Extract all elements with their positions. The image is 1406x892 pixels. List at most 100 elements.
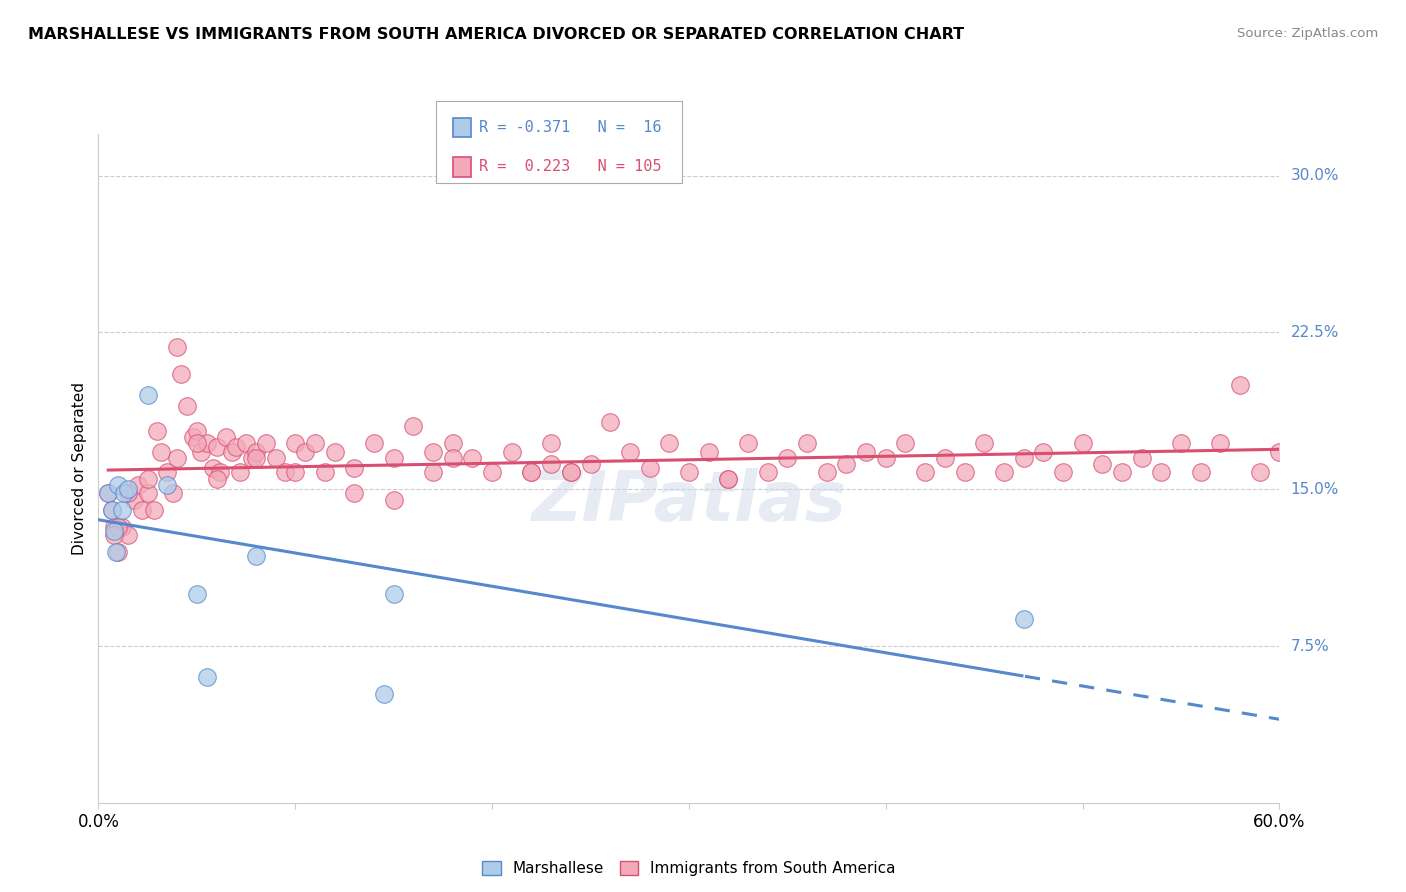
Point (481, 466, 503, 480)
Point (756, 466, 779, 480)
Point (142, 503, 165, 517)
Point (540, 457, 562, 471)
Y-axis label: Divorced or Separated: Divorced or Separated (72, 382, 87, 555)
Point (166, 340, 188, 354)
Point (638, 461, 661, 475)
Point (117, 486, 139, 500)
Point (245, 549, 267, 563)
Point (599, 415, 621, 429)
Point (274, 466, 297, 480)
Point (107, 478, 129, 492)
Point (520, 466, 543, 480)
Point (343, 461, 366, 475)
Point (105, 545, 128, 559)
Point (815, 466, 838, 480)
Point (914, 466, 936, 480)
Point (136, 472, 159, 486)
Text: 30.0%: 30.0% (1291, 168, 1339, 183)
Point (1150, 466, 1173, 480)
Point (422, 444, 444, 458)
Point (101, 503, 124, 517)
Point (127, 478, 149, 492)
Point (1209, 436, 1232, 450)
Point (284, 466, 307, 480)
Point (186, 436, 208, 450)
Point (186, 424, 208, 438)
Point (97, 486, 120, 500)
Point (229, 466, 252, 480)
Point (717, 472, 740, 486)
Point (373, 687, 395, 701)
Point (1052, 466, 1074, 480)
Point (122, 492, 145, 507)
Point (146, 424, 169, 438)
Point (343, 486, 366, 500)
Legend: Marshallese, Immigrants from South America: Marshallese, Immigrants from South Ameri… (477, 855, 901, 882)
Point (225, 441, 247, 455)
Point (136, 388, 159, 402)
Point (953, 466, 976, 480)
Point (993, 466, 1015, 480)
Point (201, 461, 224, 475)
Point (294, 444, 316, 458)
Point (441, 436, 464, 450)
Point (973, 436, 995, 450)
Point (170, 368, 193, 382)
Point (314, 466, 336, 480)
Point (97, 486, 120, 500)
Point (162, 486, 184, 500)
Point (1012, 612, 1035, 626)
Point (1130, 450, 1153, 465)
Point (205, 441, 228, 455)
Text: Source: ZipAtlas.com: Source: ZipAtlas.com (1237, 27, 1378, 40)
Point (461, 450, 484, 465)
Point (1249, 466, 1271, 480)
Point (221, 444, 243, 458)
Point (195, 436, 218, 450)
Point (215, 430, 238, 444)
Point (107, 520, 129, 534)
Point (697, 444, 720, 458)
Point (382, 450, 405, 465)
Point (103, 524, 125, 538)
Point (264, 450, 287, 465)
Point (934, 450, 956, 465)
Point (166, 450, 188, 465)
Point (1071, 436, 1094, 450)
Point (195, 670, 218, 684)
Point (176, 399, 198, 413)
Point (323, 444, 346, 458)
Point (560, 466, 582, 480)
Text: ZIPatlas: ZIPatlas (531, 468, 846, 535)
Point (111, 503, 134, 517)
Point (855, 444, 877, 458)
Point (235, 436, 257, 450)
Point (501, 444, 523, 458)
Point (284, 436, 307, 450)
Point (103, 528, 125, 542)
Point (240, 450, 263, 465)
Point (205, 472, 228, 486)
Point (894, 436, 917, 450)
Point (150, 444, 173, 458)
Point (520, 466, 543, 480)
Point (1012, 450, 1035, 465)
Text: MARSHALLESE VS IMMIGRANTS FROM SOUTH AMERICA DIVORCED OR SEPARATED CORRELATION C: MARSHALLESE VS IMMIGRANTS FROM SOUTH AME… (28, 27, 965, 42)
Point (619, 444, 641, 458)
Point (717, 472, 740, 486)
Point (579, 457, 602, 471)
Point (422, 466, 444, 480)
Point (245, 450, 267, 465)
Point (103, 520, 125, 534)
Point (1268, 444, 1291, 458)
Point (1229, 377, 1251, 392)
Point (875, 450, 897, 465)
Point (382, 587, 405, 601)
Text: 7.5%: 7.5% (1291, 639, 1329, 654)
Text: R =  0.223   N = 105: R = 0.223 N = 105 (479, 160, 662, 174)
Point (1111, 466, 1133, 480)
Point (835, 457, 858, 471)
Point (156, 466, 179, 480)
Point (796, 436, 818, 450)
Point (111, 520, 134, 534)
